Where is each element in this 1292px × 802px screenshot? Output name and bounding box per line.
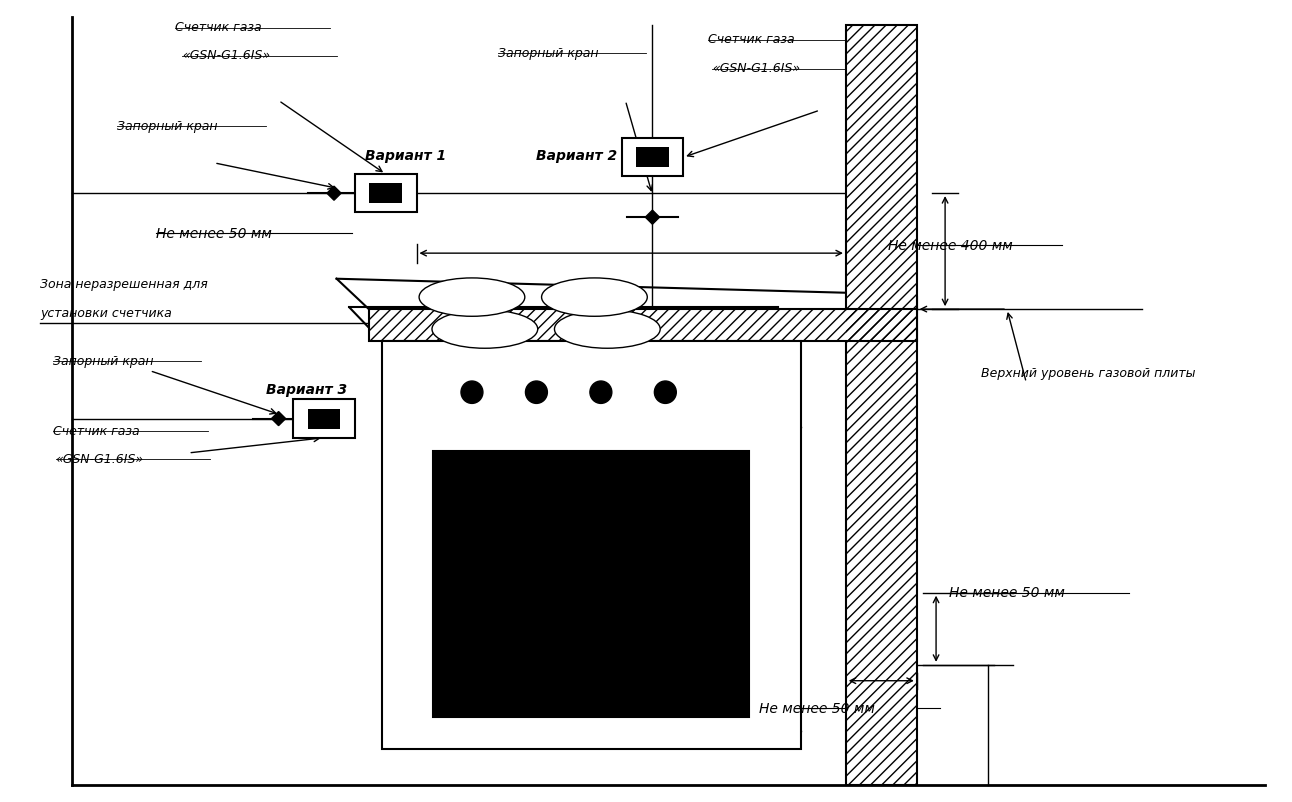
Ellipse shape (432, 310, 537, 348)
Bar (637, 148, 668, 167)
Bar (368, 309, 917, 341)
Text: «GSN-G1.6IS»: «GSN-G1.6IS» (56, 453, 143, 466)
Text: Счетчик газа: Счетчик газа (53, 425, 140, 438)
Text: «GSN-G1.6IS»: «GSN-G1.6IS» (182, 50, 270, 63)
Bar (846, 26, 917, 784)
Ellipse shape (541, 278, 647, 316)
Ellipse shape (461, 381, 483, 403)
Bar (621, 138, 683, 176)
Bar (846, 26, 917, 784)
Polygon shape (646, 210, 659, 225)
Bar (381, 341, 801, 748)
Bar (433, 452, 749, 717)
Text: Не менее 50 мм: Не менее 50 мм (948, 586, 1065, 601)
Text: Не менее 50 мм: Не менее 50 мм (760, 702, 875, 715)
Text: Запорный кран: Запорный кран (118, 119, 218, 132)
Text: Счетчик газа: Счетчик газа (176, 22, 262, 34)
Bar (370, 183, 402, 203)
Text: установки счетчика: установки счетчика (40, 306, 172, 320)
Polygon shape (271, 411, 286, 426)
Ellipse shape (654, 381, 676, 403)
Ellipse shape (554, 310, 660, 348)
Text: Запорный кран: Запорный кран (53, 354, 154, 367)
Text: Вариант 1: Вариант 1 (364, 149, 446, 164)
Bar (354, 174, 416, 213)
Text: Зона неразрешенная для: Зона неразрешенная для (40, 278, 208, 291)
Text: Не менее 400 мм: Не менее 400 мм (889, 239, 1013, 253)
Bar (293, 399, 354, 438)
Text: Вариант 2: Вариант 2 (536, 149, 618, 164)
Bar (368, 309, 917, 341)
Polygon shape (327, 186, 341, 200)
Text: Верхний уровень газовой плиты: Верхний уровень газовой плиты (981, 367, 1195, 380)
Text: Счетчик газа: Счетчик газа (708, 34, 795, 47)
Text: Запорный кран: Запорный кран (497, 47, 598, 60)
Ellipse shape (590, 381, 612, 403)
Ellipse shape (526, 381, 548, 403)
Ellipse shape (419, 278, 525, 316)
Text: Не менее 50 мм: Не менее 50 мм (156, 227, 273, 241)
Text: Вариант 3: Вариант 3 (266, 383, 346, 397)
Text: «GSN-G1.6IS»: «GSN-G1.6IS» (712, 62, 800, 75)
Bar (307, 408, 340, 428)
